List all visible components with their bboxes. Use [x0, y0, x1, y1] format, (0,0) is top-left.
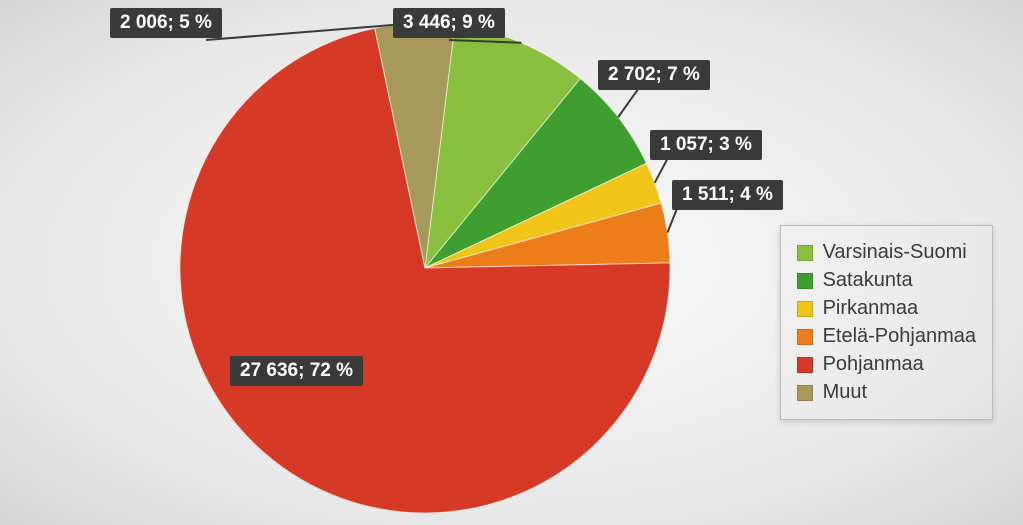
legend: Varsinais-Suomi Satakunta Pirkanmaa Etel…: [780, 225, 993, 420]
legend-swatch: [797, 245, 813, 261]
legend-label: Etelä-Pohjanmaa: [823, 325, 976, 348]
slice-label-varsinais-suomi: 3 446; 9 %: [393, 8, 505, 38]
legend-swatch: [797, 273, 813, 289]
legend-swatch: [797, 357, 813, 373]
legend-label: Varsinais-Suomi: [823, 241, 967, 264]
legend-item-etela-pohjanmaa: Etelä-Pohjanmaa: [797, 325, 976, 348]
slice-label-pohjanmaa: 27 636; 72 %: [230, 356, 363, 386]
slice-label-etela-pohjanmaa: 1 511; 4 %: [672, 180, 783, 210]
legend-label: Pirkanmaa: [823, 297, 919, 320]
legend-label: Pohjanmaa: [823, 353, 924, 376]
legend-item-varsinais-suomi: Varsinais-Suomi: [797, 241, 976, 264]
legend-swatch: [797, 301, 813, 317]
legend-item-pirkanmaa: Pirkanmaa: [797, 297, 976, 320]
slice-label-satakunta: 2 702; 7 %: [598, 60, 710, 90]
legend-item-pohjanmaa: Pohjanmaa: [797, 353, 976, 376]
slice-label-pirkanmaa: 1 057; 3 %: [650, 130, 762, 160]
legend-swatch: [797, 329, 813, 345]
slice-label-muut: 2 006; 5 %: [110, 8, 222, 38]
legend-label: Satakunta: [823, 269, 913, 292]
legend-swatch: [797, 385, 813, 401]
legend-label: Muut: [823, 381, 867, 404]
legend-item-satakunta: Satakunta: [797, 269, 976, 292]
legend-item-muut: Muut: [797, 381, 976, 404]
pie-chart-container: 3 446; 9 % 2 702; 7 % 1 057; 3 % 1 511; …: [0, 0, 1023, 525]
